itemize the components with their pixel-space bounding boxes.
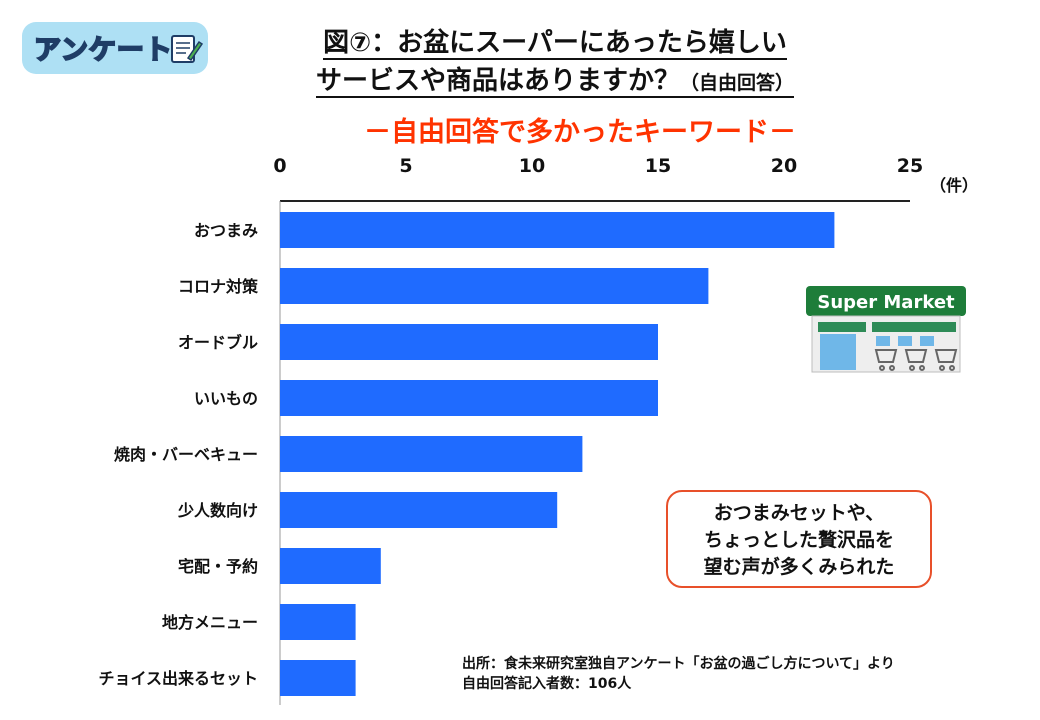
category-label: 地方メニュー bbox=[162, 613, 258, 632]
memo-pencil-icon bbox=[171, 35, 204, 63]
category-label: 少人数向け bbox=[177, 501, 258, 520]
category-label: コロナ対策 bbox=[178, 277, 259, 296]
survey-badge: アンケート bbox=[22, 22, 208, 74]
callout-line1: おつまみセットや、 bbox=[713, 502, 885, 524]
chart-subtitle: －自由回答で多かったキーワード－ bbox=[364, 117, 796, 148]
category-label: おつまみ bbox=[194, 221, 258, 240]
bar bbox=[280, 268, 709, 304]
x-tick-label: 5 bbox=[399, 155, 412, 177]
bar bbox=[280, 380, 658, 416]
title-line1: 図⑦：お盆にスーパーにあったら嬉しい bbox=[323, 28, 787, 60]
x-tick-label: 25 bbox=[897, 155, 923, 177]
source-line1: 出所：食未来研究室独自アンケート「お盆の過ごし方について」より bbox=[462, 656, 895, 672]
store-sign-text: Super Market bbox=[817, 292, 955, 313]
bar bbox=[280, 604, 356, 640]
source-note: 出所：食未来研究室独自アンケート「お盆の過ごし方について」より 自由回答記入者数… bbox=[462, 654, 895, 694]
bar bbox=[280, 212, 835, 248]
title-line2-suffix: （自由回答） bbox=[680, 72, 795, 94]
bar bbox=[280, 324, 658, 360]
callout-box: おつまみセットや、 ちょっとした贅沢品を 望む声が多くみられた bbox=[666, 490, 932, 588]
x-tick-label: 20 bbox=[771, 155, 797, 177]
callout-line2: ちょっとした贅沢品を bbox=[703, 529, 894, 551]
bar bbox=[280, 660, 356, 696]
supermarket-icon: Super Market bbox=[806, 286, 966, 373]
category-label: オードブル bbox=[178, 333, 258, 352]
category-label: 焼肉・バーベキュー bbox=[114, 445, 258, 464]
title-line2: サービスや商品はありますか？ bbox=[315, 66, 680, 96]
bar bbox=[280, 492, 558, 528]
category-label: いいもの bbox=[194, 389, 258, 408]
bar bbox=[280, 436, 583, 472]
x-tick-label: 15 bbox=[645, 155, 671, 177]
chart-title: 図⑦：お盆にスーパーにあったら嬉しい サービスや商品はありますか？（自由回答） bbox=[250, 24, 860, 102]
x-tick-label: 10 bbox=[519, 155, 545, 177]
unit-label: （件） bbox=[930, 176, 979, 195]
source-line2: 自由回答記入者数：106人 bbox=[462, 676, 632, 692]
callout-line3: 望む声が多くみられた bbox=[703, 556, 895, 578]
x-tick-label: 0 bbox=[273, 155, 286, 177]
category-label: 宅配・予約 bbox=[178, 557, 258, 576]
survey-badge-label: アンケート bbox=[33, 34, 173, 67]
category-label: チョイス出来るセット bbox=[98, 669, 258, 688]
bar bbox=[280, 548, 381, 584]
